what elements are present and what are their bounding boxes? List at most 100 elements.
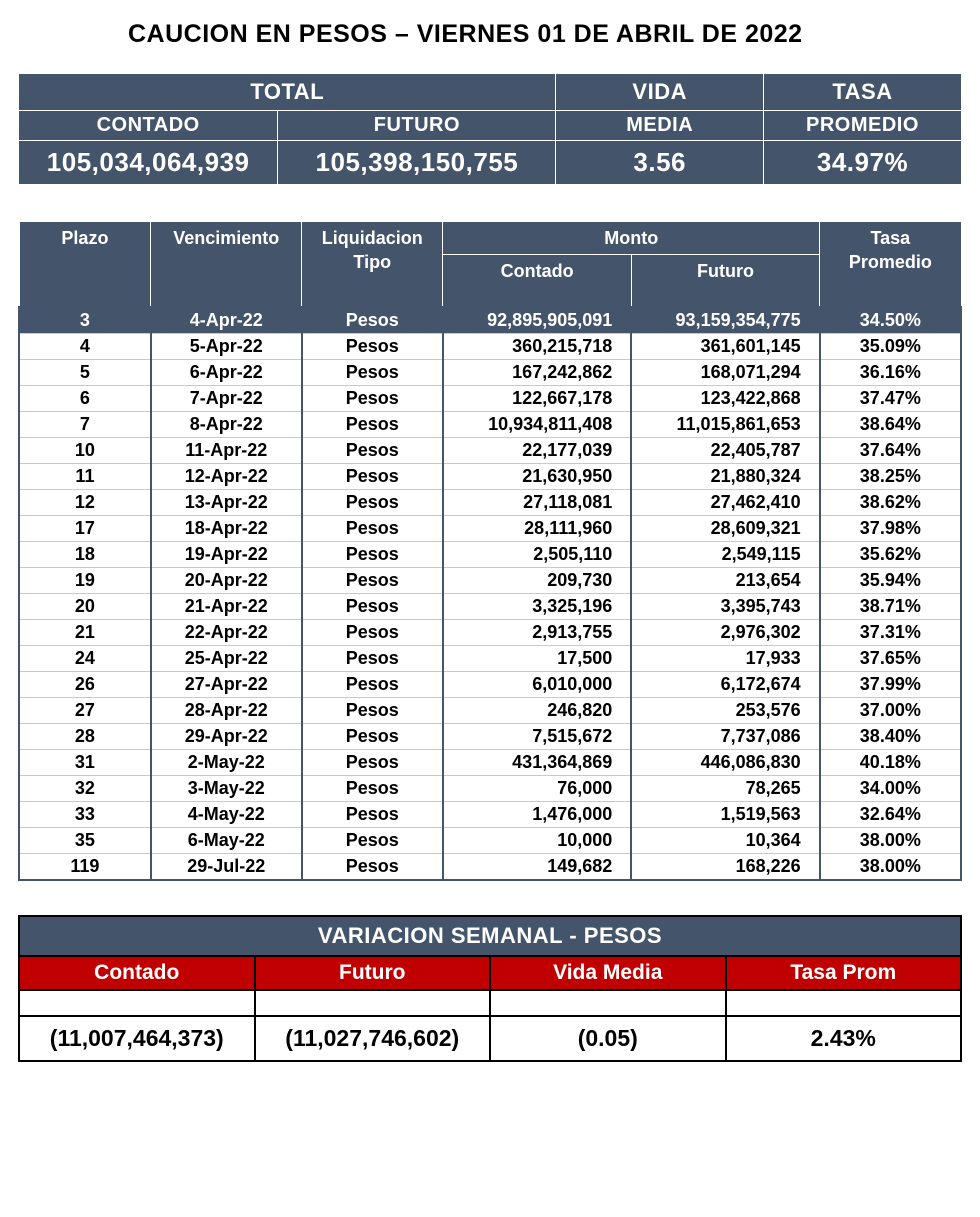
table-cell: Pesos bbox=[302, 437, 443, 463]
table-row: 334-May-22Pesos1,476,0001,519,56332.64% bbox=[19, 801, 961, 827]
table-cell: Pesos bbox=[302, 671, 443, 697]
table-row: 34-Apr-22Pesos92,895,905,09193,159,354,7… bbox=[19, 307, 961, 334]
table-cell: 3,395,743 bbox=[631, 593, 819, 619]
table-cell: 5 bbox=[19, 359, 151, 385]
variacion-contado-header: Contado bbox=[19, 956, 255, 990]
table-cell: 33 bbox=[19, 801, 151, 827]
col-vencimiento-header: Vencimiento bbox=[151, 222, 302, 307]
col-monto-header: Monto bbox=[443, 222, 820, 255]
variacion-empty-cell bbox=[726, 990, 962, 1016]
variacion-empty-cell bbox=[255, 990, 491, 1016]
table-cell: 18 bbox=[19, 541, 151, 567]
table-cell: 37.47% bbox=[820, 385, 961, 411]
summary-futuro-header: FUTURO bbox=[278, 111, 556, 141]
table-cell: 1,476,000 bbox=[443, 801, 631, 827]
variacion-vida-media-header: Vida Media bbox=[490, 956, 726, 990]
table-cell: 27,462,410 bbox=[631, 489, 819, 515]
table-cell: 35.09% bbox=[820, 333, 961, 359]
table-cell: 2,549,115 bbox=[631, 541, 819, 567]
table-row: 1920-Apr-22Pesos209,730213,65435.94% bbox=[19, 567, 961, 593]
table-cell: Pesos bbox=[302, 489, 443, 515]
table-cell: 27-Apr-22 bbox=[151, 671, 302, 697]
table-row: 356-May-22Pesos10,00010,36438.00% bbox=[19, 827, 961, 853]
table-cell: 1,519,563 bbox=[631, 801, 819, 827]
table-cell: 7,737,086 bbox=[631, 723, 819, 749]
table-cell: 13-Apr-22 bbox=[151, 489, 302, 515]
table-cell: 21 bbox=[19, 619, 151, 645]
table-row: 2829-Apr-22Pesos7,515,6727,737,08638.40% bbox=[19, 723, 961, 749]
table-cell: 11-Apr-22 bbox=[151, 437, 302, 463]
table-cell: 122,667,178 bbox=[443, 385, 631, 411]
table-row: 323-May-22Pesos76,00078,26534.00% bbox=[19, 775, 961, 801]
table-cell: 37.65% bbox=[820, 645, 961, 671]
table-cell: Pesos bbox=[302, 359, 443, 385]
col-tasa-bot: Promedio bbox=[849, 252, 932, 272]
table-cell: 24 bbox=[19, 645, 151, 671]
table-cell: Pesos bbox=[302, 385, 443, 411]
table-cell: 35 bbox=[19, 827, 151, 853]
table-cell: 168,071,294 bbox=[631, 359, 819, 385]
table-cell: 37.64% bbox=[820, 437, 961, 463]
variacion-empty-cell bbox=[19, 990, 255, 1016]
table-cell: 3-May-22 bbox=[151, 775, 302, 801]
table-cell: Pesos bbox=[302, 697, 443, 723]
page-title: CAUCION EN PESOS – VIERNES 01 DE ABRIL D… bbox=[128, 20, 962, 49]
table-cell: 10,000 bbox=[443, 827, 631, 853]
table-cell: Pesos bbox=[302, 541, 443, 567]
table-cell: 38.64% bbox=[820, 411, 961, 437]
table-cell: 6-Apr-22 bbox=[151, 359, 302, 385]
table-cell: 5-Apr-22 bbox=[151, 333, 302, 359]
table-cell: 38.00% bbox=[820, 853, 961, 880]
table-cell: 246,820 bbox=[443, 697, 631, 723]
table-cell: 38.00% bbox=[820, 827, 961, 853]
table-cell: 2,976,302 bbox=[631, 619, 819, 645]
table-cell: 149,682 bbox=[443, 853, 631, 880]
table-cell: 34.00% bbox=[820, 775, 961, 801]
table-row: 11929-Jul-22Pesos149,682168,22638.00% bbox=[19, 853, 961, 880]
table-cell: 38.71% bbox=[820, 593, 961, 619]
summary-contado-value: 105,034,064,939 bbox=[19, 141, 278, 185]
table-cell: 26 bbox=[19, 671, 151, 697]
table-cell: 22,405,787 bbox=[631, 437, 819, 463]
table-cell: Pesos bbox=[302, 775, 443, 801]
variacion-title: VARIACION SEMANAL - PESOS bbox=[19, 916, 961, 956]
summary-tasa-prom-value: 34.97% bbox=[763, 141, 961, 185]
table-cell: 37.31% bbox=[820, 619, 961, 645]
table-cell: Pesos bbox=[302, 411, 443, 437]
table-cell: 7 bbox=[19, 411, 151, 437]
table-cell: 6-May-22 bbox=[151, 827, 302, 853]
table-cell: 19-Apr-22 bbox=[151, 541, 302, 567]
table-cell: 21,880,324 bbox=[631, 463, 819, 489]
table-cell: 4-May-22 bbox=[151, 801, 302, 827]
table-cell: 22-Apr-22 bbox=[151, 619, 302, 645]
table-cell: 27 bbox=[19, 697, 151, 723]
table-cell: 3 bbox=[19, 307, 151, 334]
table-cell: Pesos bbox=[302, 619, 443, 645]
table-cell: 20 bbox=[19, 593, 151, 619]
table-cell: Pesos bbox=[302, 853, 443, 880]
variacion-empty-cell bbox=[490, 990, 726, 1016]
table-cell: 17 bbox=[19, 515, 151, 541]
table-cell: 446,086,830 bbox=[631, 749, 819, 775]
table-row: 1819-Apr-22Pesos2,505,1102,549,11535.62% bbox=[19, 541, 961, 567]
summary-contado-header: CONTADO bbox=[19, 111, 278, 141]
table-cell: 361,601,145 bbox=[631, 333, 819, 359]
table-row: 78-Apr-22Pesos10,934,811,40811,015,861,6… bbox=[19, 411, 961, 437]
table-cell: 38.25% bbox=[820, 463, 961, 489]
table-cell: 167,242,862 bbox=[443, 359, 631, 385]
col-tasa-header: Tasa Promedio bbox=[820, 222, 961, 307]
table-cell: 27,118,081 bbox=[443, 489, 631, 515]
table-cell: 4 bbox=[19, 333, 151, 359]
table-cell: 17,933 bbox=[631, 645, 819, 671]
table-cell: 22,177,039 bbox=[443, 437, 631, 463]
table-cell: 360,215,718 bbox=[443, 333, 631, 359]
table-cell: Pesos bbox=[302, 463, 443, 489]
table-cell: 6,010,000 bbox=[443, 671, 631, 697]
table-cell: 35.62% bbox=[820, 541, 961, 567]
table-cell: 213,654 bbox=[631, 567, 819, 593]
table-cell: 21,630,950 bbox=[443, 463, 631, 489]
table-cell: 10 bbox=[19, 437, 151, 463]
table-cell: 25-Apr-22 bbox=[151, 645, 302, 671]
table-cell: 37.99% bbox=[820, 671, 961, 697]
table-cell: Pesos bbox=[302, 723, 443, 749]
